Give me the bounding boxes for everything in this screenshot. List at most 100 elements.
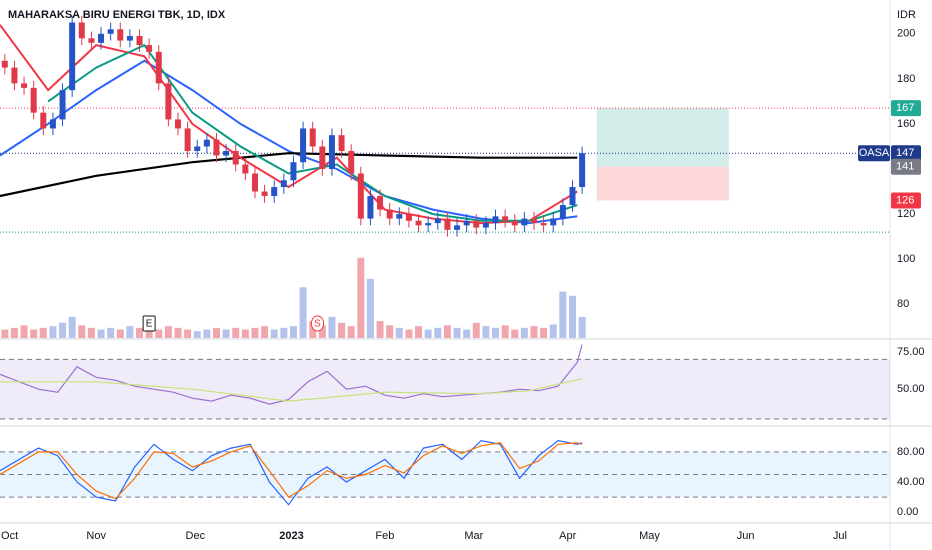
volume-bar [511,329,519,338]
price-label-box [891,192,921,209]
candle-body [348,150,355,174]
chart-title: MAHARAKSA BIRU ENERGI TBK, 1D, IDX [8,9,226,21]
x-tick-label: 2023 [279,530,303,542]
volume-bar [68,316,76,338]
volume-bar [164,326,172,338]
price-label-box [891,158,921,175]
candle-body [309,128,316,147]
candle-body [559,205,566,219]
volume-bar [87,327,95,338]
target-zone [596,108,729,167]
volume-bar [184,329,192,338]
volume-bar [232,327,240,338]
volume-bar [59,322,67,338]
candle-body [386,209,393,219]
x-tick-label: Jul [833,530,847,542]
candle-body [11,67,18,84]
candle-body [444,218,451,230]
candle-body [569,187,576,206]
volume-bar [366,278,374,338]
volume-bar [405,329,413,338]
volume-bar [126,326,134,338]
candle-body [540,223,547,226]
volume-bar [434,327,442,338]
band-fill [0,359,890,420]
y-tick-label: 80 [897,298,909,310]
volume-bar [203,329,211,338]
volume-bar [145,325,153,338]
candle-body [473,220,480,228]
candle-body [21,83,28,88]
candle-body [425,223,432,226]
candle-body [194,146,201,151]
candle-body [405,214,412,221]
volume-bar [20,325,28,338]
candle-body [357,173,364,219]
symbol-label-box [858,145,890,162]
candle-body [463,220,470,226]
x-tick-label: May [639,530,660,542]
candle-body [377,196,384,210]
volume-bar [136,327,144,338]
volume-bar [376,321,384,338]
volume-bar [530,326,538,338]
price-label-box [891,100,921,117]
candle-body [69,22,76,91]
y-tick-label: 0.00 [897,506,918,518]
x-tick-label: Apr [559,530,576,542]
plot: Oct Nov Dec 2023 Feb Mar Apr May Jun Jul 80 100 120 1… [0,15,925,542]
y-tick-label: 100 [897,253,915,265]
volume-bar [568,295,576,338]
volume-bar [520,327,528,338]
volume-bar [241,329,249,338]
candle-body [203,139,210,147]
x-tick-label: Oct [1,530,18,542]
candle-body [98,33,105,43]
y-tick-label: 75.00 [897,346,925,358]
volume-bar [107,327,115,338]
y-tick-label: 40.00 [897,476,925,488]
stop-zone [596,166,729,201]
y-tick-label: 120 [897,208,915,220]
x-tick-label: Feb [375,530,394,542]
y-tick-label: 50.00 [897,383,925,395]
candle-body [78,22,85,39]
volume-bar [78,325,86,338]
event-marker [311,315,325,332]
volume-bar [1,329,9,338]
x-tick-label: Dec [186,530,206,542]
volume-bar [386,325,394,338]
volume-bar [212,327,220,338]
volume-bar [338,322,346,338]
y-tick-label: 180 [897,73,915,85]
volume-bar [492,327,500,338]
volume-bar [559,291,567,338]
candle-body [117,29,124,41]
price-label: 167 [896,102,914,114]
candle-body [367,196,374,219]
volume-bar [357,257,365,338]
volume-bar [10,327,18,338]
candle-body [579,153,586,188]
candle-body [40,112,47,129]
volume-bar [39,327,47,338]
candle-body [146,45,153,52]
volume-bar [270,329,278,338]
candle-body [175,119,181,129]
event-label: S [314,319,321,330]
candle-body [165,83,172,120]
candle-body [155,51,162,84]
price-label-box [891,145,921,162]
candle-body [492,216,499,224]
volume-bar [415,326,423,338]
volume-bar [289,326,297,338]
series-line [47,43,578,222]
event-label: E [146,319,153,330]
candle-body [261,191,268,197]
candle-body [454,225,461,230]
volume-bar [116,329,124,338]
candle-body [213,139,220,156]
volume-bar [482,326,490,338]
volume-bar [155,329,163,338]
volume-bar [30,329,38,338]
